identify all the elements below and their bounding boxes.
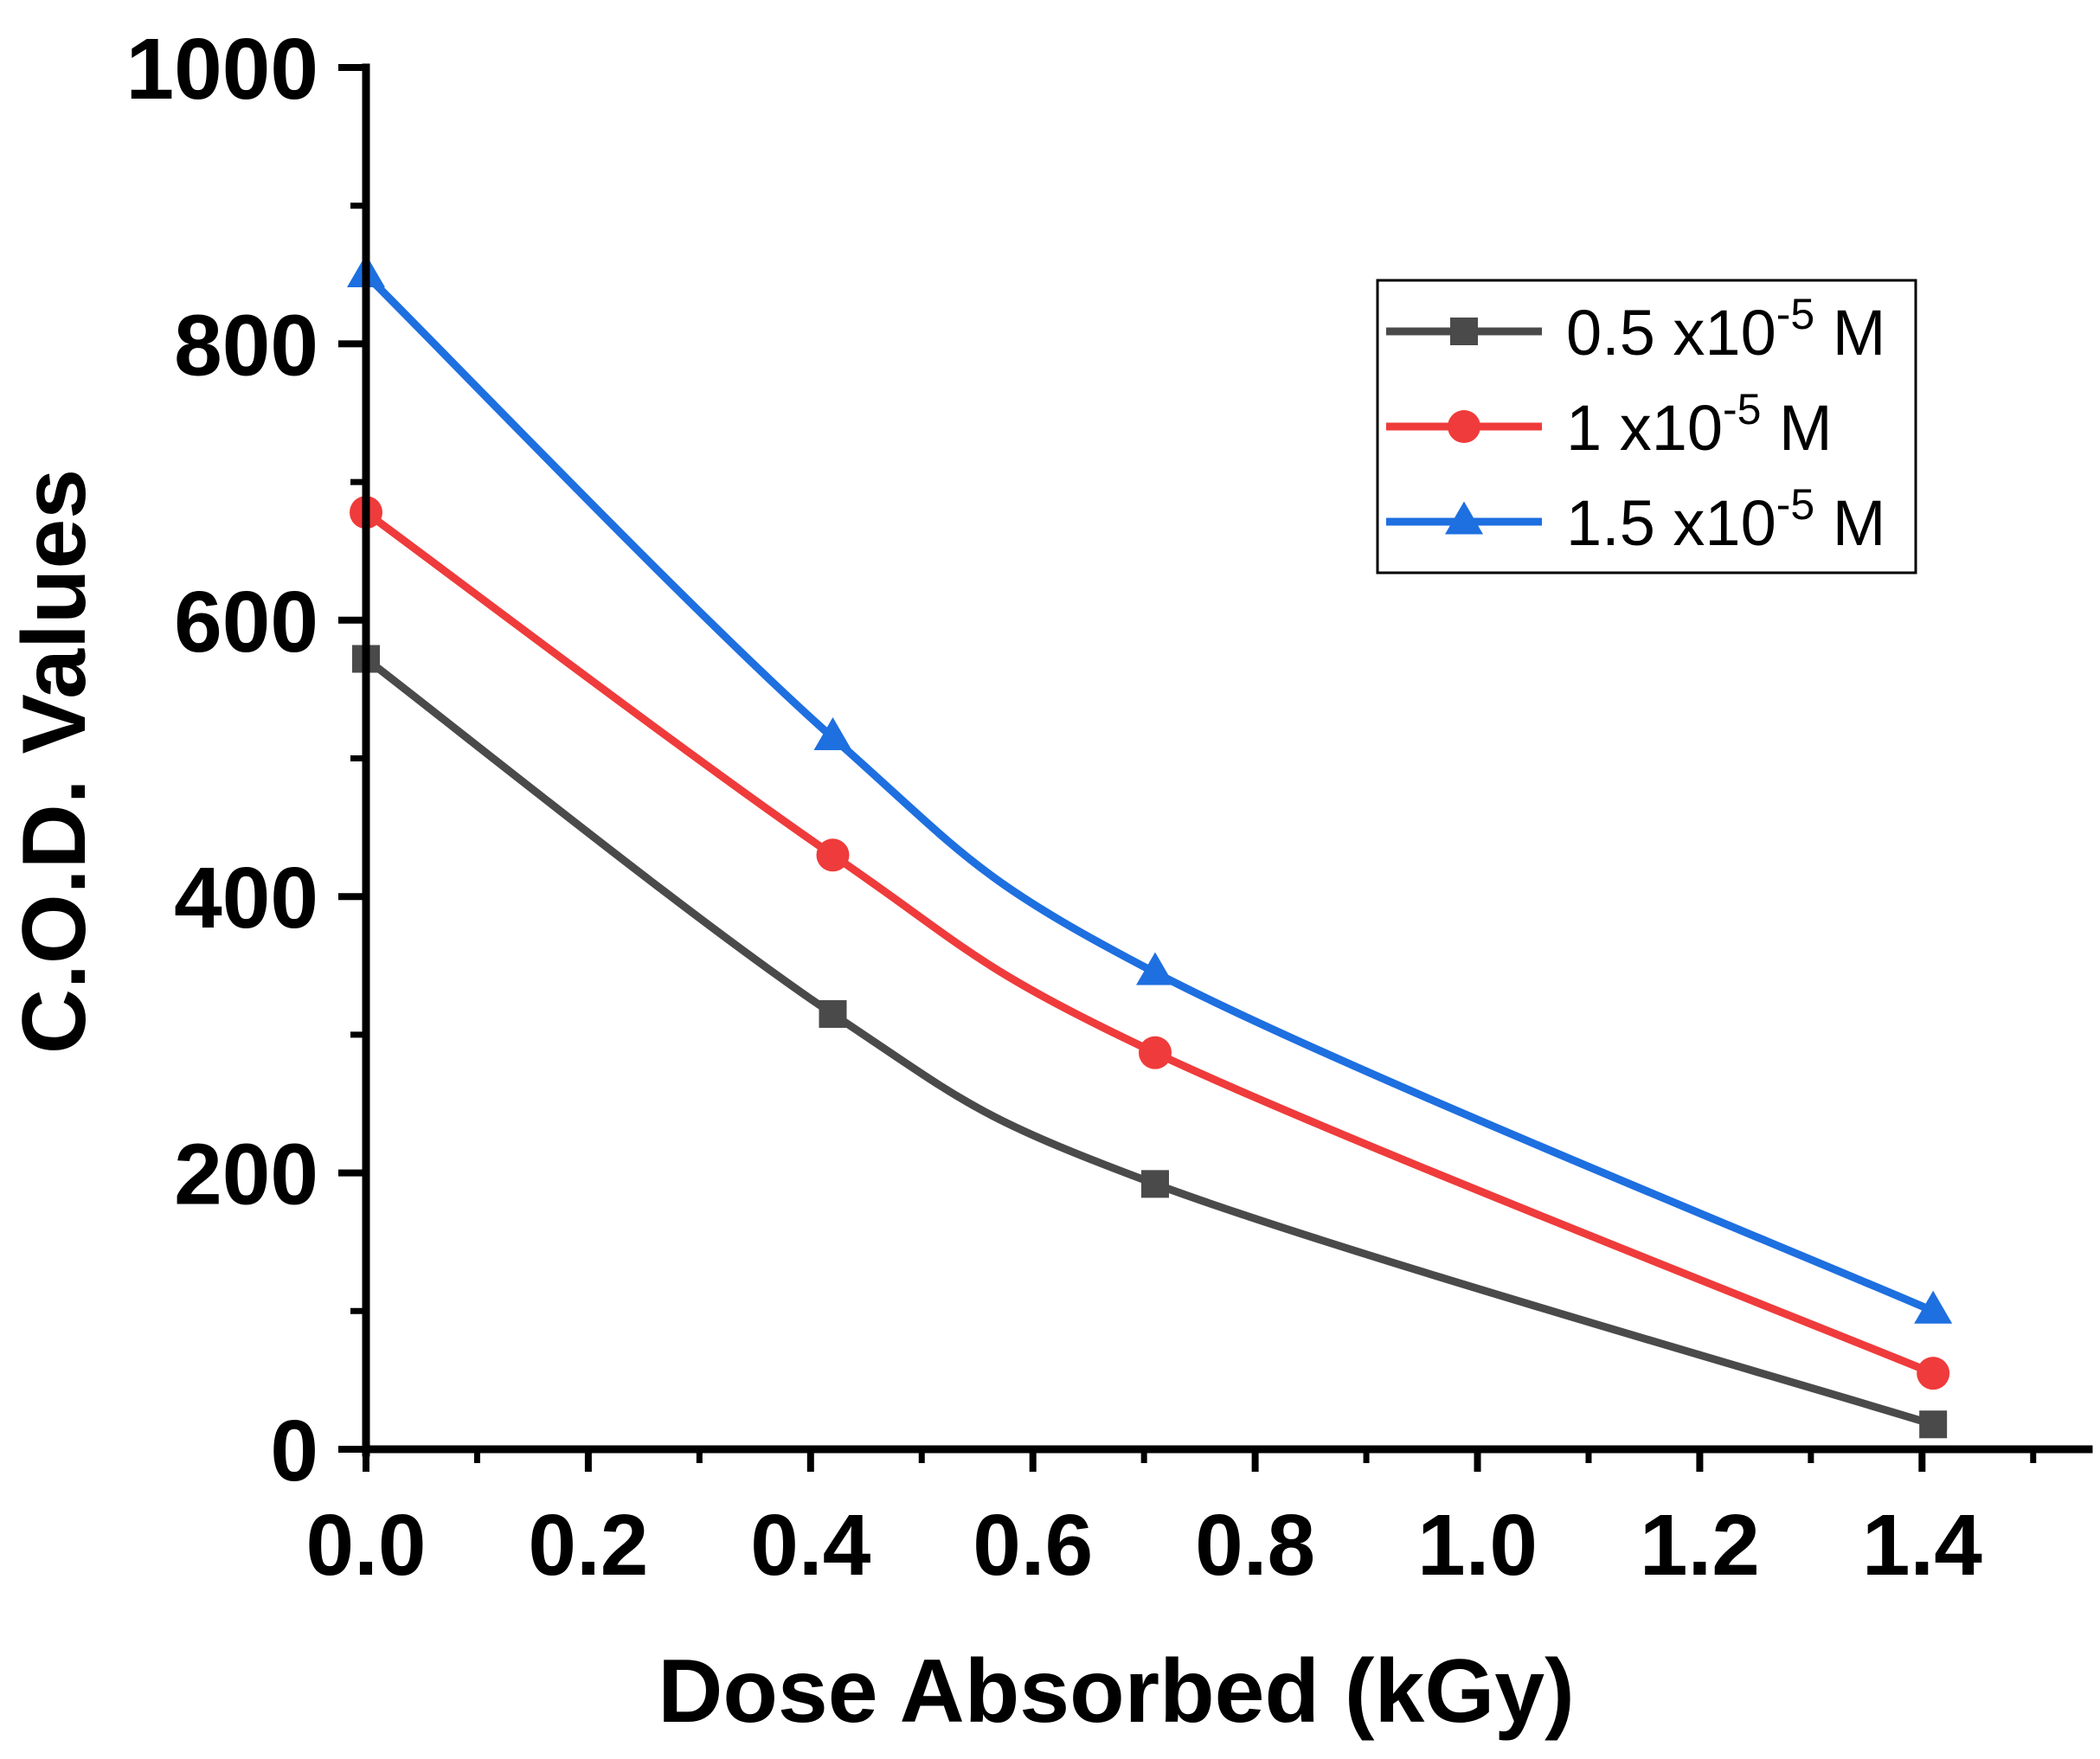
x-tick-label: 1.4 — [1862, 1497, 1982, 1594]
x-tick-label: 1.2 — [1640, 1497, 1760, 1594]
data-point-series-1 — [1919, 1410, 1948, 1439]
y-tick-label: 0 — [270, 1403, 318, 1499]
data-point-series-2 — [816, 838, 850, 872]
data-point-series-3 — [1136, 952, 1175, 985]
axis-ticks — [338, 64, 2037, 1472]
x-tick-label: 1.0 — [1417, 1497, 1538, 1594]
y-tick-label: 400 — [174, 850, 318, 947]
y-tick-label: 800 — [174, 297, 318, 394]
y-tick-label: 1000 — [126, 21, 318, 118]
x-tick-label: 0.4 — [750, 1497, 870, 1594]
y-tick-label: 200 — [174, 1127, 318, 1223]
series-line-2 — [362, 508, 1937, 1377]
y-axis-title: C.O.D. Values — [4, 469, 105, 1054]
legend: 0.5 x10-5 M 1 x10-5 M 1.5 x10-5 M — [1376, 279, 1917, 575]
legend-item-1: 0.5 x10-5 M — [1386, 290, 1885, 369]
axis-tick-labels: 0.0 0.2 0.4 0.6 0.8 1.0 1.2 1.4 0 200 400 600 800 100… — [126, 21, 1983, 1594]
data-point-series-2 — [1917, 1357, 1950, 1390]
x-tick-label: 0.8 — [1195, 1497, 1315, 1594]
axes — [362, 63, 2093, 1457]
data-point-series-1 — [1141, 1170, 1170, 1198]
series-line-1 — [362, 655, 1937, 1428]
legend-marker — [1450, 318, 1478, 345]
series-line-3 — [362, 271, 1937, 1315]
x-tick-label: 0.6 — [973, 1497, 1093, 1594]
data-point-series-3 — [813, 716, 852, 750]
legend-item-3: 1.5 x10-5 M — [1386, 480, 1885, 559]
series-curves — [362, 271, 1937, 1428]
legend-marker — [1445, 501, 1483, 535]
data-point-series-1 — [819, 999, 847, 1028]
legend-label: 0.5 x10-5 M — [1566, 290, 1885, 369]
data-point-series-3 — [1914, 1290, 1953, 1324]
legend-marker — [1448, 410, 1480, 443]
x-tick-label: 0.2 — [528, 1497, 648, 1594]
x-tick-label: 0.0 — [305, 1497, 426, 1594]
x-axis-title: Dose Absorbed (kGy) — [658, 1641, 1574, 1742]
legend-label: 1.5 x10-5 M — [1566, 480, 1885, 559]
data-point-series-2 — [1139, 1036, 1172, 1069]
legend-item-2: 1 x10-5 M — [1386, 385, 1833, 464]
legend-label: 1 x10-5 M — [1566, 385, 1833, 464]
y-tick-label: 600 — [174, 574, 318, 671]
